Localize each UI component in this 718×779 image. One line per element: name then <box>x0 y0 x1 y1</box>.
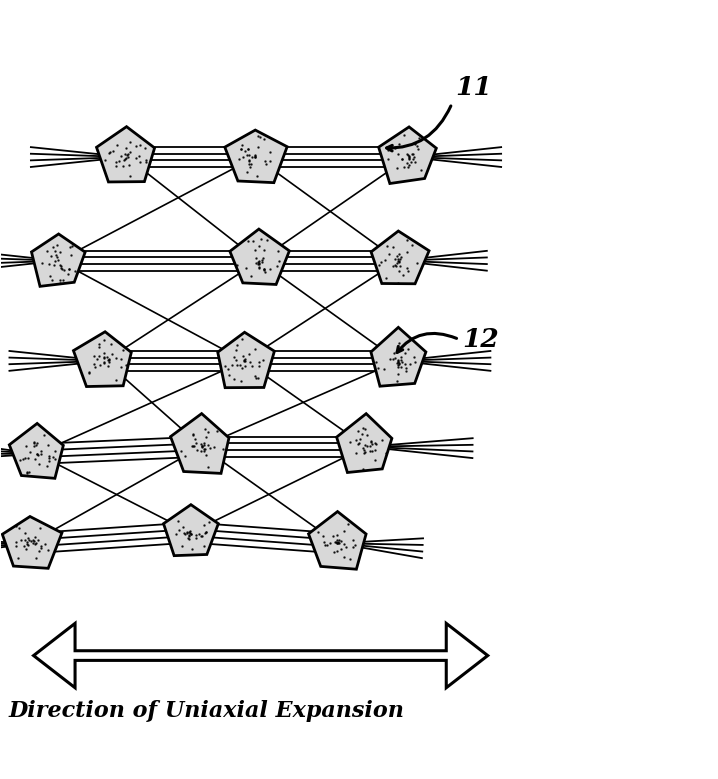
Polygon shape <box>378 127 437 184</box>
Polygon shape <box>96 127 154 182</box>
Polygon shape <box>309 512 366 569</box>
Polygon shape <box>230 229 289 284</box>
Polygon shape <box>218 333 274 388</box>
Polygon shape <box>73 332 131 386</box>
Text: 12: 12 <box>462 327 500 352</box>
Text: 11: 11 <box>455 75 493 100</box>
Polygon shape <box>164 505 218 555</box>
Polygon shape <box>371 231 429 284</box>
Polygon shape <box>337 414 392 473</box>
Polygon shape <box>225 130 287 182</box>
Polygon shape <box>171 414 229 474</box>
Polygon shape <box>2 516 62 569</box>
Polygon shape <box>371 327 426 386</box>
Polygon shape <box>34 623 488 688</box>
Polygon shape <box>32 234 85 287</box>
Polygon shape <box>9 424 63 478</box>
Text: Direction of Uniaxial Expansion: Direction of Uniaxial Expansion <box>9 700 404 722</box>
